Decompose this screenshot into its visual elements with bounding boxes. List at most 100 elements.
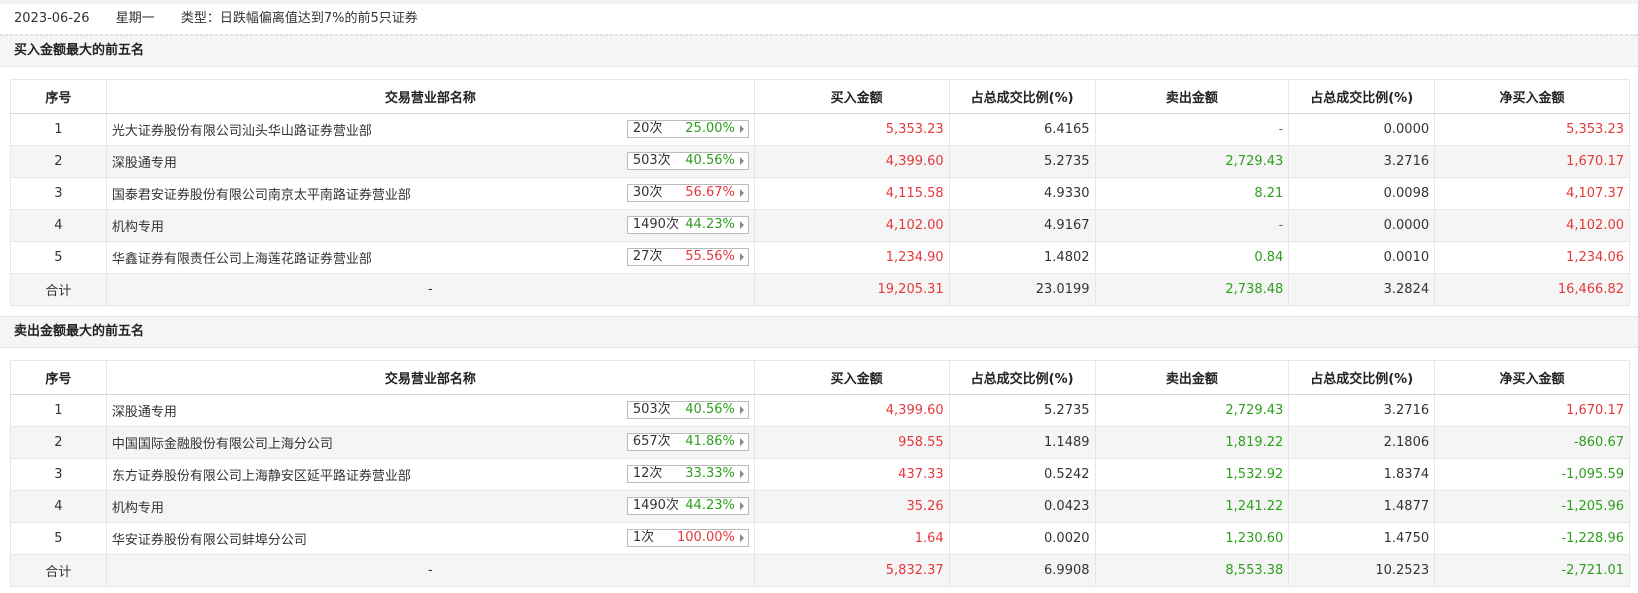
buy-amount: 437.33 [753, 458, 950, 491]
col-buy-ratio: 占总成交比例(%) [948, 79, 1096, 114]
win-rate: 44.23% [685, 217, 735, 232]
row-index: 5 [10, 522, 107, 555]
table-row: 2 中国国际金融股份有限公司上海分公司 657次 41.86% 958.55 1.1489… [10, 426, 1630, 459]
buy-ratio: 0.0020 [948, 522, 1096, 555]
sell-top5-table: 序号 交易营业部名称 买入金额 占总成交比例(%) 卖出金额 占总成交比例(%)… [10, 360, 1630, 587]
total-sell-amount: 8,553.38 [1094, 554, 1290, 587]
total-label: 合计 [10, 554, 107, 587]
buy-amount: 958.55 [753, 426, 950, 459]
total-sell-ratio: 10.2523 [1288, 554, 1436, 587]
total-net-amount: -2,721.01 [1434, 554, 1630, 587]
sell-amount: 8.21 [1094, 177, 1290, 210]
total-buy-ratio: 23.0199 [948, 273, 1096, 306]
buy-amount: 1,234.90 [753, 241, 950, 274]
trade-date: 2023-06-26 [14, 11, 90, 26]
chevron-right-icon [739, 157, 744, 165]
branch-name-link[interactable]: 国泰君安证券股份有限公司南京太平南路证券营业部 [111, 188, 411, 203]
branch-stats-dropdown[interactable]: 1490次 44.23% [626, 216, 749, 234]
listing-count: 1490次 [632, 217, 679, 232]
branch-name-link[interactable]: 华鑫证券有限责任公司上海莲花路证券营业部 [111, 252, 372, 267]
total-row: 合计 -19,205.31 23.0199 2,738.48 3.2824 16,466.… [10, 273, 1630, 306]
listing-count: 503次 [632, 153, 671, 168]
branch-name-link[interactable]: 深股通专用 [111, 405, 177, 420]
sell-ratio: 0.0098 [1288, 177, 1436, 210]
buy-ratio: 5.2735 [948, 394, 1096, 427]
branch-stats-dropdown[interactable]: 27次 55.56% [626, 248, 749, 266]
win-rate: 41.86% [685, 434, 735, 449]
buy-amount: 4,399.60 [753, 394, 950, 427]
total-label: 合计 [10, 273, 107, 306]
branch-stats-dropdown[interactable]: 30次 56.67% [626, 184, 749, 202]
net-amount: -1,095.59 [1434, 458, 1630, 491]
branch-name-link[interactable]: 中国国际金融股份有限公司上海分公司 [111, 437, 333, 452]
branch-stats-dropdown[interactable]: 1次 100.00% [626, 529, 749, 547]
buy-amount: 4,399.60 [753, 145, 950, 178]
total-branch-placeholder: - [105, 554, 755, 587]
branch-stats-dropdown[interactable]: 503次 40.56% [626, 401, 749, 419]
sell-amount: 1,230.60 [1094, 522, 1290, 555]
net-amount: 4,107.37 [1434, 177, 1630, 210]
buy-ratio: 5.2735 [948, 145, 1096, 178]
col-branch-name: 交易营业部名称 [105, 360, 755, 395]
sell-ratio: 1.8374 [1288, 458, 1436, 491]
table-row: 4 机构专用 1490次 44.23% 35.26 0.0423 1,241.22 1.487… [10, 490, 1630, 523]
list-type: 类型：日跌幅偏离值达到7%的前5只证券 [180, 11, 418, 26]
branch-name-link[interactable]: 东方证券股份有限公司上海静安区延平路证券营业部 [111, 469, 411, 484]
buy-ratio: 0.5242 [948, 458, 1096, 491]
listing-count: 503次 [632, 402, 671, 417]
col-sell-ratio: 占总成交比例(%) [1288, 79, 1436, 114]
branch-name-link[interactable]: 华安证券股份有限公司蚌埠分公司 [111, 533, 307, 548]
row-index: 1 [10, 113, 107, 146]
branch-cell: 华安证券股份有限公司蚌埠分公司 1次 100.00% [105, 522, 755, 555]
buy-section-title: 买入金额最大的前五名 [0, 35, 1638, 67]
branch-name-link[interactable]: 机构专用 [111, 501, 164, 516]
chevron-right-icon [739, 534, 744, 542]
net-amount: -1,228.96 [1434, 522, 1630, 555]
row-index: 2 [10, 145, 107, 178]
branch-stats-dropdown[interactable]: 20次 25.00% [626, 120, 749, 138]
win-rate: 44.23% [685, 498, 735, 513]
table-row: 1 深股通专用 503次 40.56% 4,399.60 5.2735 2,729.43 3.… [10, 394, 1630, 427]
col-sell-ratio: 占总成交比例(%) [1288, 360, 1436, 395]
row-index: 4 [10, 209, 107, 242]
branch-cell: 机构专用 1490次 44.23% [105, 490, 755, 523]
col-buy-ratio: 占总成交比例(%) [948, 360, 1096, 395]
branch-cell: 中国国际金融股份有限公司上海分公司 657次 41.86% [105, 426, 755, 459]
row-index: 5 [10, 241, 107, 274]
chevron-right-icon [739, 470, 744, 478]
branch-cell: 国泰君安证券股份有限公司南京太平南路证券营业部 30次 56.67% [105, 177, 755, 210]
listing-count: 657次 [632, 434, 671, 449]
table-row: 3 东方证券股份有限公司上海静安区延平路证券营业部 12次 33.33% 437.33 0… [10, 458, 1630, 491]
net-amount: 1,670.17 [1434, 145, 1630, 178]
sell-ratio: 2.1806 [1288, 426, 1436, 459]
branch-name-link[interactable]: 光大证券股份有限公司汕头华山路证券营业部 [111, 124, 372, 139]
buy-ratio: 0.0423 [948, 490, 1096, 523]
net-amount: -1,205.96 [1434, 490, 1630, 523]
chevron-right-icon [739, 502, 744, 510]
sell-amount: 2,729.43 [1094, 394, 1290, 427]
branch-stats-dropdown[interactable]: 657次 41.86% [626, 433, 749, 451]
total-sell-amount: 2,738.48 [1094, 273, 1290, 306]
win-rate: 100.00% [677, 530, 735, 545]
sell-amount: - [1094, 209, 1290, 242]
branch-stats-dropdown[interactable]: 1490次 44.23% [626, 497, 749, 515]
col-sell-amount: 卖出金额 [1094, 79, 1290, 114]
col-sell-amount: 卖出金额 [1094, 360, 1290, 395]
chevron-right-icon [739, 253, 744, 261]
branch-name-link[interactable]: 机构专用 [111, 220, 164, 235]
info-header: 2023-06-26 星期一 类型：日跌幅偏离值达到7%的前5只证券 [0, 4, 1638, 35]
table-header-row: 序号 交易营业部名称 买入金额 占总成交比例(%) 卖出金额 占总成交比例(%)… [10, 79, 1630, 114]
chevron-right-icon [739, 189, 744, 197]
listing-count: 27次 [632, 249, 663, 264]
table-row: 5 华鑫证券有限责任公司上海莲花路证券营业部 27次 55.56% 1,234.90 1.… [10, 241, 1630, 274]
col-branch-name: 交易营业部名称 [105, 79, 755, 114]
col-buy-amount: 买入金额 [753, 360, 950, 395]
table-row: 1 光大证券股份有限公司汕头华山路证券营业部 20次 25.00% 5,353.23 6.… [10, 113, 1630, 146]
branch-name-link[interactable]: 深股通专用 [111, 156, 177, 171]
branch-stats-dropdown[interactable]: 503次 40.56% [626, 152, 749, 170]
branch-stats-dropdown[interactable]: 12次 33.33% [626, 465, 749, 483]
sell-amount: 1,532.92 [1094, 458, 1290, 491]
sell-amount: 2,729.43 [1094, 145, 1290, 178]
buy-amount: 4,115.58 [753, 177, 950, 210]
buy-table-body: 1 光大证券股份有限公司汕头华山路证券营业部 20次 25.00% 5,353.23 6.… [10, 113, 1630, 306]
